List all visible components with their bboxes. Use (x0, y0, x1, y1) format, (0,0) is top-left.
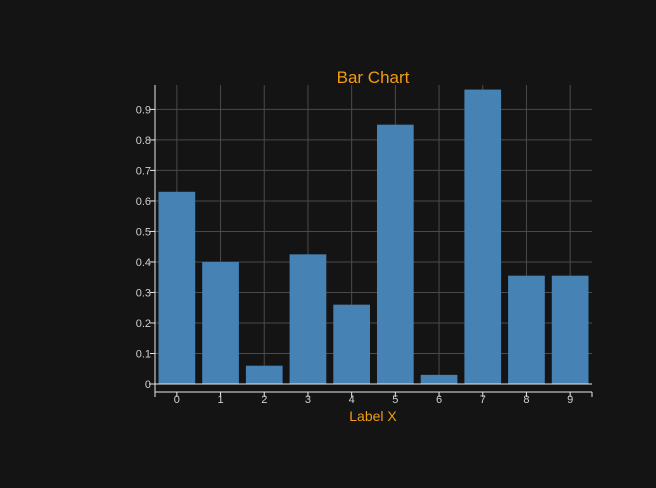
y-tick-label: 0.3 (136, 287, 151, 299)
y-tick-label: 0.7 (136, 165, 151, 177)
x-tick-label: 0 (174, 394, 180, 406)
bar-9 (551, 275, 589, 384)
bar-4 (333, 304, 371, 384)
y-tick-label: 0.6 (136, 196, 151, 208)
x-axis-label: Label X (349, 408, 397, 424)
x-tick-label: 2 (261, 394, 267, 406)
bar-7 (464, 89, 502, 384)
x-tick-label: 3 (305, 394, 311, 406)
bar-6 (420, 374, 458, 384)
y-tick-label: 0.9 (136, 104, 151, 116)
x-tick-label: 5 (392, 394, 398, 406)
bar-8 (508, 275, 545, 384)
x-tick-label: 9 (567, 394, 573, 406)
y-tick-label: 0.4 (136, 257, 151, 269)
bars (158, 89, 589, 384)
bar-1 (202, 261, 239, 384)
y-tick-label: 0 (145, 379, 151, 391)
bar-2 (245, 365, 283, 384)
x-tick-label: 7 (480, 394, 486, 406)
x-tick-label: 4 (349, 394, 355, 406)
bar-0 (158, 191, 196, 384)
y-tick-label: 0.5 (136, 226, 151, 238)
y-tick-label: 0.8 (136, 135, 151, 147)
y-tick-label: 0.1 (136, 348, 151, 360)
x-tick-label: 8 (523, 394, 529, 406)
y-tick-label: 0.2 (136, 318, 151, 330)
tick-labels: 0 0.1 0.2 0.3 0.4 0.5 0.6 0.7 0.8 0.9 0 1 2 3 4 5 6 7 8 9 (136, 104, 574, 406)
bar-3 (289, 254, 327, 384)
chart-title: Bar Chart (337, 68, 410, 87)
axes (149, 85, 593, 397)
x-tick-label: 6 (436, 394, 442, 406)
x-tick-label: 1 (217, 394, 223, 406)
bar-5 (376, 124, 414, 384)
